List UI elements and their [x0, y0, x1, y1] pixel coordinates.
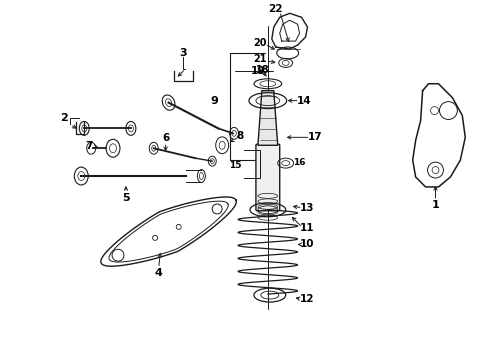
Text: 9: 9: [210, 96, 218, 105]
Text: 20: 20: [253, 38, 266, 48]
FancyBboxPatch shape: [255, 144, 279, 211]
Text: 4: 4: [154, 268, 163, 278]
Text: 1: 1: [431, 200, 439, 210]
Text: 17: 17: [307, 132, 322, 142]
Text: 7: 7: [85, 141, 93, 151]
Text: 3: 3: [179, 48, 187, 58]
Text: 13: 13: [300, 203, 314, 213]
Polygon shape: [257, 91, 277, 145]
Text: 12: 12: [300, 294, 314, 304]
Text: 19: 19: [250, 66, 264, 76]
Text: 2: 2: [61, 113, 68, 123]
Text: 22: 22: [268, 4, 283, 14]
Text: 10: 10: [300, 239, 314, 249]
Text: 14: 14: [297, 96, 311, 105]
Text: 11: 11: [300, 222, 314, 233]
Text: 21: 21: [253, 54, 266, 64]
Text: 18: 18: [256, 65, 269, 75]
Text: 5: 5: [122, 193, 129, 203]
Text: 15: 15: [228, 161, 241, 170]
Text: 8: 8: [236, 131, 243, 141]
Text: 6: 6: [162, 133, 169, 143]
Text: 16: 16: [293, 158, 305, 167]
